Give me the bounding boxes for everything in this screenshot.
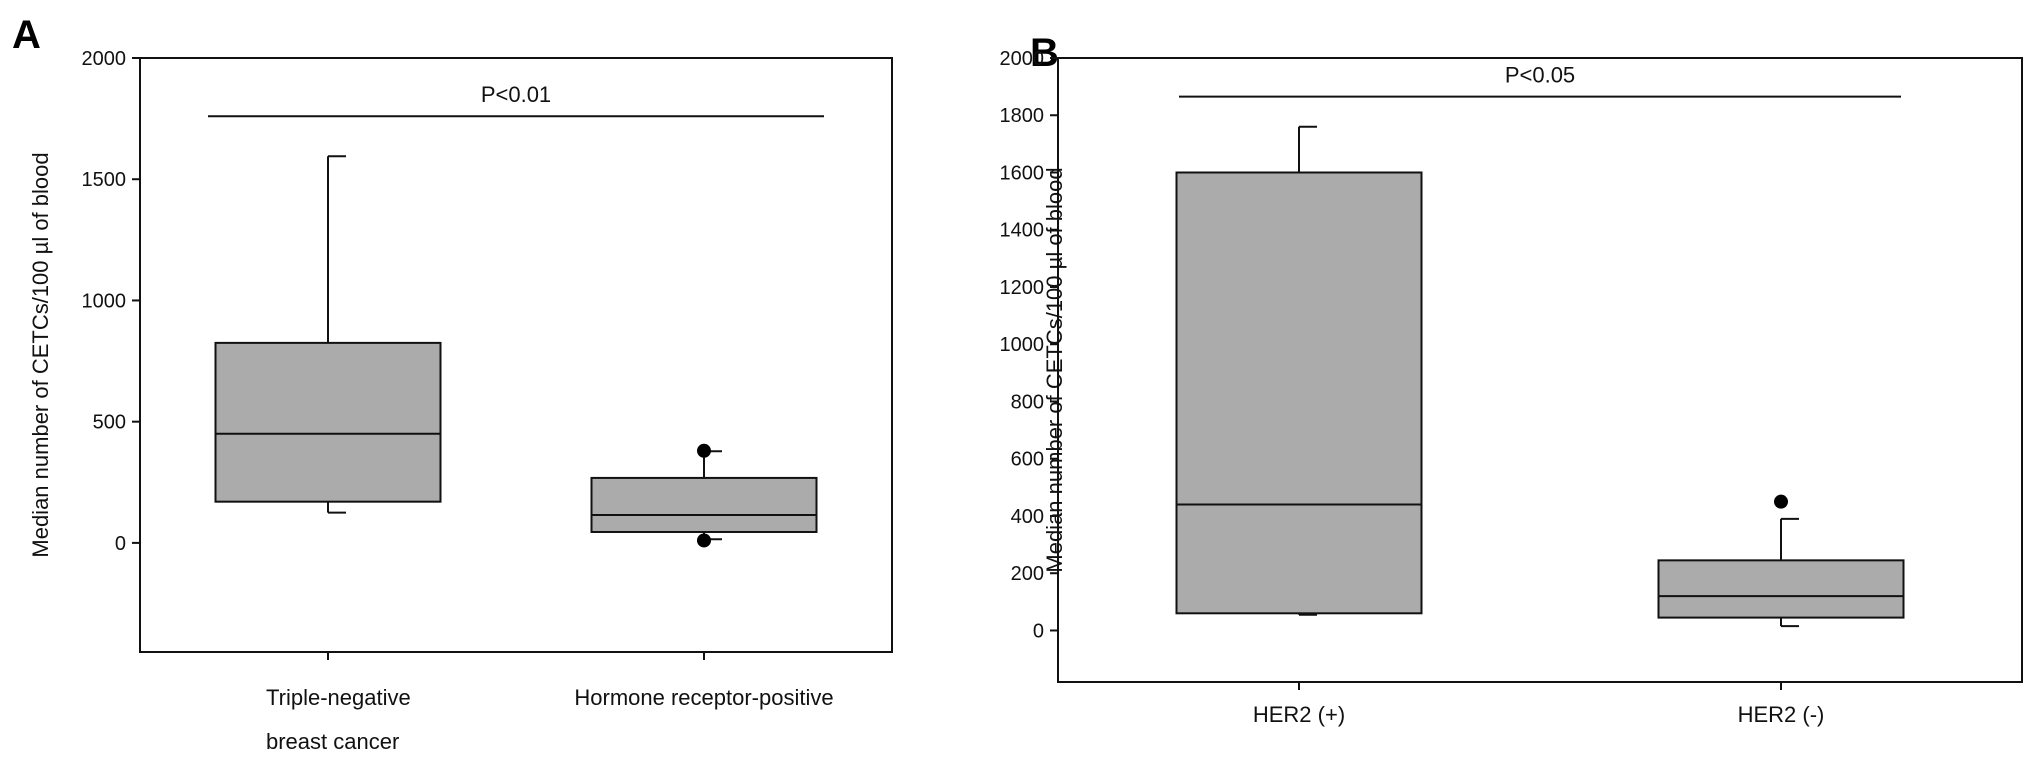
panel-a-y-ticks: 0 500 1000 1500 2000 [82, 48, 140, 555]
panel-b-categories: HER2 (+) HER2 (-) [1253, 702, 1825, 727]
y-tick-label: 1200 [1000, 277, 1045, 299]
y-tick-label: 1800 [1000, 105, 1045, 127]
y-tick-label: 1000 [82, 290, 127, 312]
iqr-box [214, 341, 442, 503]
y-tick-label: 200 [1011, 563, 1044, 585]
panel-b-significance-label: P<0.05 [1505, 63, 1575, 88]
y-tick-label: 0 [1033, 620, 1044, 642]
panel-a-y-axis-label: Median number of CETCs/100 µl of blood [28, 152, 53, 557]
y-tick-label: 1400 [1000, 220, 1045, 242]
panel-a-categories: Triple-negative breast cancer Hormone rece… [266, 685, 834, 754]
box-plot-2 [590, 443, 818, 660]
y-tick-label: 1500 [82, 169, 127, 191]
category-label: HER2 (-) [1738, 702, 1825, 727]
y-tick-label: 1000 [1000, 334, 1045, 356]
outlier-point [1774, 494, 1788, 509]
panel-b-plot-frame [1057, 57, 2023, 683]
panel-a-boxes [214, 155, 818, 660]
panel-b: B Median number of CETCs/100 µl of blood… [1000, 31, 2023, 727]
iqr-box [1657, 559, 1905, 619]
panel-b-letter: B [1030, 31, 1059, 75]
panel-a-letter: A [12, 13, 41, 57]
panel-a-significance-label: P<0.01 [481, 82, 551, 107]
iqr-box [590, 476, 818, 533]
panel-b-y-ticks: 0 200 400 600 800 1000 1200 1400 1600 1800 2000 [1000, 48, 1058, 642]
y-tick-label: 800 [1011, 391, 1044, 413]
y-tick-label: 600 [1011, 449, 1044, 471]
y-tick-label: 400 [1011, 506, 1044, 528]
y-tick-label: 1600 [1000, 162, 1045, 184]
iqr-box [1175, 171, 1423, 615]
outlier-point [697, 443, 711, 458]
outlier-point [697, 533, 711, 548]
y-tick-label: 0 [115, 533, 126, 555]
panel-b-y-axis-label: Median number of CETCs/100 µl of blood [1042, 167, 1067, 572]
y-tick-label: 500 [93, 412, 126, 434]
category-label: Triple-negative breast cancer [266, 685, 411, 754]
box-plot-1 [214, 155, 442, 660]
category-label: Hormone receptor-positive [574, 685, 833, 710]
panel-a: A Median number of CETCs/100 µl of blood… [12, 13, 893, 754]
box-plot-2 [1657, 494, 1905, 690]
category-label: HER2 (+) [1253, 702, 1345, 727]
box-plot-1 [1175, 125, 1423, 690]
y-tick-label: 2000 [1000, 48, 1045, 70]
panel-b-boxes [1175, 125, 1905, 690]
panel-a-plot-frame [139, 57, 893, 653]
y-tick-label: 2000 [82, 48, 127, 70]
